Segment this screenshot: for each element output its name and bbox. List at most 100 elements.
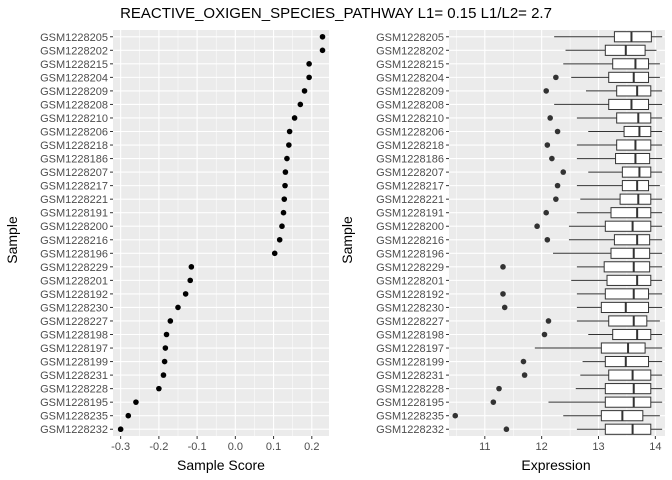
data-point (133, 399, 139, 405)
outlier-point (543, 209, 549, 216)
outlier-point (452, 412, 459, 419)
y-tick-label: GSM1228197 (40, 343, 108, 355)
outlier-point (520, 358, 527, 365)
y-tick-label: GSM1228204 (40, 72, 108, 84)
box (623, 125, 652, 138)
boxplot (553, 247, 663, 259)
boxplot (541, 328, 663, 341)
outlier-point (521, 372, 528, 378)
box (621, 166, 652, 178)
boxplot (534, 220, 663, 232)
box (600, 342, 646, 354)
outlier-point (554, 128, 561, 135)
box (619, 193, 652, 205)
y-tick-label: GSM1228199 (40, 357, 108, 369)
y-tick-label: GSM1228195 (376, 397, 444, 409)
outlier-point (553, 74, 559, 81)
y-tick-label: GSM1228202 (376, 45, 444, 57)
box (604, 288, 650, 300)
data-point (286, 142, 292, 148)
x-tick-label: -0.2 (149, 441, 168, 453)
outlier-point (500, 264, 506, 270)
data-point (162, 345, 169, 351)
outlier-point (545, 318, 552, 324)
y-tick-label: GSM1228191 (40, 208, 108, 220)
panel-background (113, 30, 329, 436)
y-tick-label: GSM1228186 (40, 154, 108, 166)
boxplot (554, 31, 663, 43)
outlier-point (553, 196, 559, 202)
boxplot (553, 193, 663, 205)
y-tick-label: GSM1228230 (40, 302, 108, 314)
box (616, 139, 652, 151)
boxplot (521, 369, 663, 381)
outlier-point (534, 223, 540, 230)
data-point (319, 47, 326, 54)
y-tick-label: GSM1228209 (376, 86, 444, 98)
y-tick-label: GSM1228202 (40, 45, 108, 57)
boxplot (554, 125, 663, 138)
data-point (163, 331, 170, 338)
box (621, 180, 650, 192)
box (608, 98, 650, 111)
y-tick-label: GSM1228210 (376, 113, 444, 125)
y-tick-label: GSM1228230 (376, 302, 444, 314)
data-point (279, 223, 285, 230)
y-tick-label: GSM1228206 (40, 127, 108, 139)
box (606, 274, 652, 286)
y-tick-label: GSM1228228 (376, 384, 444, 396)
boxplot (565, 44, 657, 56)
outlier-point (560, 169, 567, 175)
outlier-point (490, 399, 497, 405)
y-axis-label-sample-right: Sample (339, 216, 355, 264)
outlier-point (503, 426, 510, 433)
box (608, 315, 648, 327)
chart-title: REACTIVE_OXIGEN_SPECIES_PATHWAY L1= 0.15… (120, 5, 552, 22)
y-tick-label: GSM1228200 (376, 221, 444, 233)
y-tick-label: GSM1228196 (376, 248, 444, 260)
boxplot (496, 383, 663, 395)
y-tick-label: GSM1228229 (40, 262, 108, 274)
x-tick-label: 13 (592, 441, 604, 453)
y-tick-label: GSM1228199 (376, 357, 444, 369)
y-tick-label: GSM1228192 (376, 289, 444, 301)
y-tick-label: GSM1228217 (376, 181, 444, 193)
box (616, 112, 652, 124)
data-point (175, 304, 181, 311)
y-tick-label: GSM1228221 (40, 194, 108, 206)
box (604, 383, 652, 395)
x-tick-label: -0.3 (111, 441, 130, 453)
data-point (306, 61, 312, 67)
box (604, 423, 652, 435)
data-point (291, 115, 298, 121)
boxplot (501, 301, 663, 314)
y-tick-label: GSM1228186 (376, 154, 444, 166)
outlier-point (543, 88, 549, 94)
data-point (182, 291, 189, 297)
y-tick-label: GSM1228201 (40, 275, 108, 287)
y-tick-label: GSM1228232 (376, 424, 444, 436)
box (610, 247, 651, 259)
x-tick-label: 14 (649, 441, 661, 453)
y-tick-label: GSM1228192 (40, 289, 108, 301)
box (604, 396, 652, 408)
y-tick-label: GSM1228231 (40, 370, 108, 382)
boxplot (545, 315, 660, 327)
y-tick-label: GSM1228227 (40, 316, 108, 328)
outlier-point (554, 182, 561, 189)
box (604, 220, 652, 232)
x-tick-label: 11 (479, 441, 490, 453)
box (615, 152, 651, 165)
x-tick-label: 0.2 (304, 441, 319, 453)
box (608, 369, 652, 381)
y-tick-label: GSM1228229 (376, 262, 444, 274)
box (613, 234, 651, 246)
boxplot (560, 166, 663, 178)
boxplot (503, 423, 663, 435)
x-tick-label: 0.1 (266, 441, 281, 453)
x-tick-label: 12 (536, 441, 548, 453)
x-axis-label-sample-score: Sample Score (177, 457, 265, 473)
box (608, 71, 650, 83)
y-tick-label: GSM1228210 (40, 113, 108, 125)
